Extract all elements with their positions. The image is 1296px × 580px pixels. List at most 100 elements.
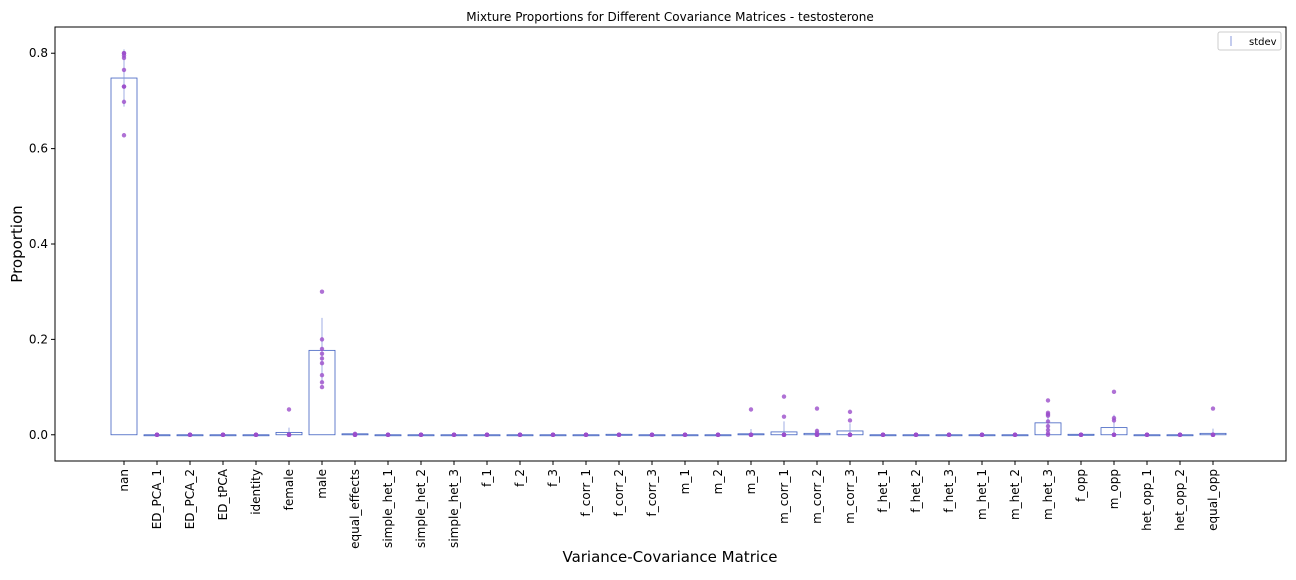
x-tick-label-m_opp: m_opp (1107, 469, 1121, 509)
point-f_het_1-8 (880, 432, 886, 437)
point-female-0 (286, 407, 292, 412)
x-tick-label-f_opp: f_opp (1074, 469, 1088, 502)
y-tick-label-0: 0.0 (29, 428, 48, 442)
point-equal_opp-0 (1210, 406, 1216, 411)
point-m_3-0 (748, 407, 754, 412)
point-m_het_3-5 (1045, 423, 1051, 429)
point-male-0 (319, 289, 325, 294)
legend: stdev (1217, 31, 1282, 51)
x-tick-label-f_corr_2: f_corr_2 (612, 469, 626, 516)
x-tick-label-m_het_3: m_het_3 (1041, 469, 1055, 520)
point-male-6 (319, 372, 325, 378)
point-m_het_1-8 (979, 432, 985, 437)
x-tick-label-het_opp_1: het_opp_1 (1140, 469, 1154, 531)
plot-frame (54, 26, 1287, 462)
point-identity-8 (253, 432, 259, 437)
x-tick-label-f_corr_3: f_corr_3 (645, 469, 659, 516)
point-m_het_3-6 (1045, 427, 1051, 433)
point-f_corr_3-8 (649, 432, 655, 437)
point-m_opp-0 (1111, 389, 1117, 395)
y-tick-label-1: 0.2 (29, 332, 48, 346)
x-tick-label-simple_het_3: simple_het_3 (447, 469, 461, 548)
point-nan-4 (121, 67, 127, 73)
legend-stdev-label: stdev (1249, 37, 1277, 48)
x-tick-label-m_corr_1: m_corr_1 (777, 469, 791, 524)
x-axis-label: Variance-Covariance Matrice (562, 548, 777, 566)
point-nan-8 (121, 133, 127, 138)
point-f_opp-8 (1078, 432, 1084, 437)
point-m_3-8 (748, 432, 754, 437)
y-tick-label-4: 0.8 (29, 46, 48, 60)
x-tick-label-nan: nan (117, 469, 131, 492)
x-tick-label-ED_tPCA: ED_tPCA (216, 468, 230, 520)
x-tick-label-m_2: m_2 (711, 469, 725, 494)
point-m_corr_3-1 (847, 418, 853, 423)
x-tick-label-m_3: m_3 (744, 469, 758, 494)
point-f_het_2-8 (913, 432, 919, 437)
point-m_het_3-8 (1045, 432, 1051, 437)
y-axis: 0.0 0.2 0.4 0.6 0.8 (29, 46, 55, 442)
point-m_corr_2-0 (814, 406, 820, 411)
point-male-2 (319, 346, 325, 352)
x-tick-label-m_het_1: m_het_1 (975, 469, 989, 520)
point-female-8 (286, 432, 292, 437)
point-simple_het_1-8 (385, 432, 391, 437)
point-m_corr_1-8 (781, 432, 787, 437)
point-m_het_3-0 (1045, 398, 1051, 403)
x-tick-label-f_het_3: f_het_3 (942, 469, 956, 513)
x-tick-label-male: male (315, 469, 329, 499)
point-f_het_3-8 (946, 432, 952, 437)
point-het_opp_1-8 (1144, 432, 1150, 437)
point-nan-7 (121, 99, 127, 105)
point-male-3 (319, 351, 325, 356)
point-equal_opp-8 (1210, 432, 1216, 437)
x-tick-label-ED_PCA_1: ED_PCA_1 (150, 469, 164, 529)
point-m_corr_1-0 (781, 394, 787, 399)
x-tick-label-f_2: f_2 (513, 469, 527, 487)
point-m_corr_2-8 (814, 432, 820, 437)
point-nan-6 (121, 84, 127, 89)
point-m_2-8 (715, 432, 721, 437)
point-male-8 (319, 384, 325, 390)
point-m_het_3-3 (1045, 413, 1051, 418)
points-layer (121, 51, 1216, 437)
x-tick-label-ED_PCA_2: ED_PCA_2 (183, 469, 197, 529)
point-male-1 (319, 337, 325, 342)
point-m_opp-2 (1111, 418, 1117, 423)
point-f_corr_1-8 (583, 432, 589, 437)
x-tick-label-equal_opp: equal_opp (1206, 469, 1220, 531)
point-nan-3 (121, 51, 127, 56)
chart-title: Mixture Proportions for Different Covari… (466, 10, 873, 24)
bars-layer (110, 77, 1227, 437)
x-tick-label-f_corr_1: f_corr_1 (579, 469, 593, 516)
x-tick-label-female: female (282, 469, 296, 510)
x-tick-label-m_corr_3: m_corr_3 (843, 469, 857, 524)
point-ED_tPCA-8 (220, 432, 226, 437)
x-tick-label-f_3: f_3 (546, 469, 560, 487)
x-tick-label-simple_het_1: simple_het_1 (381, 469, 395, 548)
x-tick-label-identity: identity (249, 469, 263, 515)
x-tick-label-f_het_1: f_het_1 (876, 469, 890, 513)
point-m_corr_1-1 (781, 414, 787, 419)
y-axis-label: Proportion (8, 205, 26, 282)
point-equal_effects-8 (352, 432, 358, 437)
point-simple_het_3-8 (451, 432, 457, 437)
legend-box (1217, 31, 1282, 51)
point-ED_PCA_1-8 (154, 432, 160, 437)
point-f_2-8 (517, 432, 523, 437)
x-tick-label-m_1: m_1 (678, 469, 692, 494)
y-tick-label-2: 0.4 (29, 237, 48, 251)
errorbars-layer (123, 49, 1214, 435)
point-f_corr_2-8 (616, 432, 622, 437)
point-f_3-8 (550, 432, 556, 437)
x-tick-label-equal_effects: equal_effects (348, 469, 362, 549)
bar-nan (110, 77, 138, 436)
x-tick-label-m_het_2: m_het_2 (1008, 469, 1022, 520)
x-tick-label-het_opp_2: het_opp_2 (1173, 469, 1187, 531)
point-m_corr_3-8 (847, 432, 853, 437)
point-f_1-8 (484, 432, 490, 437)
point-male-7 (319, 380, 325, 385)
x-tick-label-m_corr_2: m_corr_2 (810, 469, 824, 524)
point-m_het_3-4 (1045, 419, 1051, 424)
